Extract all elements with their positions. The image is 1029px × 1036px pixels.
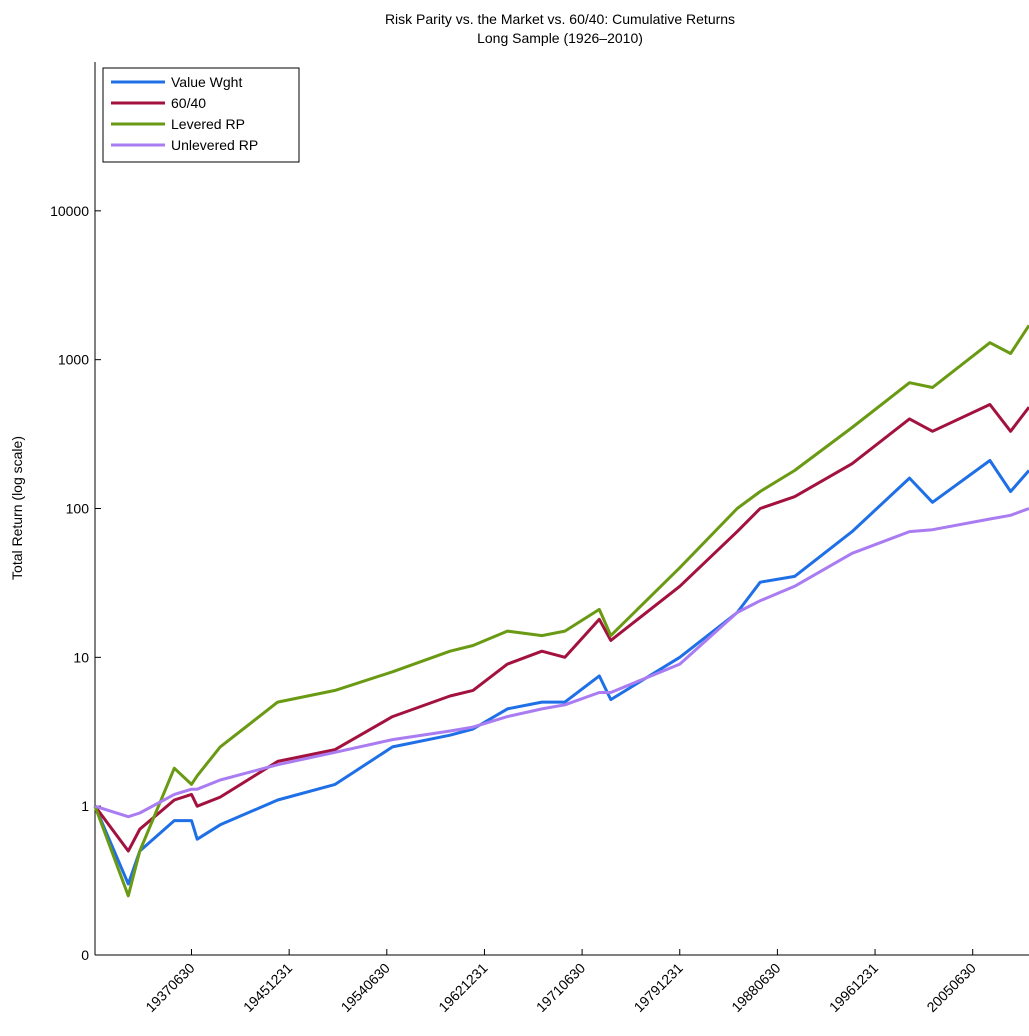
y-axis-label: Total Return (log scale)	[9, 436, 25, 580]
x-tick-label: 19961231	[826, 960, 882, 1016]
y-tick-label: 10	[73, 649, 89, 665]
legend-label: 60/40	[171, 95, 206, 111]
series-line	[93, 403, 1029, 853]
x-tick-label: 19540630	[338, 960, 394, 1016]
legend-label: Levered RP	[171, 116, 245, 132]
y-tick-label: 1000	[58, 352, 89, 368]
x-tick-label: 19710630	[533, 960, 589, 1016]
chart-subtitle: Long Sample (1926–2010)	[477, 30, 643, 46]
series-line	[93, 324, 1029, 898]
x-tick-label: 19370630	[142, 960, 198, 1016]
y-tick-label: 1	[81, 798, 89, 814]
legend-label: Unlevered RP	[171, 137, 258, 153]
x-tick-label: 19451231	[240, 960, 296, 1016]
x-tick-label: 20050630	[923, 960, 979, 1016]
legend-label: Value Wght	[171, 74, 242, 90]
legend: Value Wght 60/40 Levered RP Unlevered RP	[102, 67, 300, 163]
y-tick-label: 0	[81, 947, 89, 963]
x-tick-label: 19621231	[435, 960, 491, 1016]
x-tick-label: 19880630	[728, 960, 784, 1016]
y-tick-label: 100	[66, 501, 90, 517]
series-line	[94, 507, 1029, 819]
x-tick-label: 19791231	[631, 960, 687, 1016]
series-line	[93, 459, 1029, 886]
chart-title: Risk Parity vs. the Market vs. 60/40: Cu…	[385, 11, 735, 27]
y-tick-label: 10000	[50, 203, 89, 219]
